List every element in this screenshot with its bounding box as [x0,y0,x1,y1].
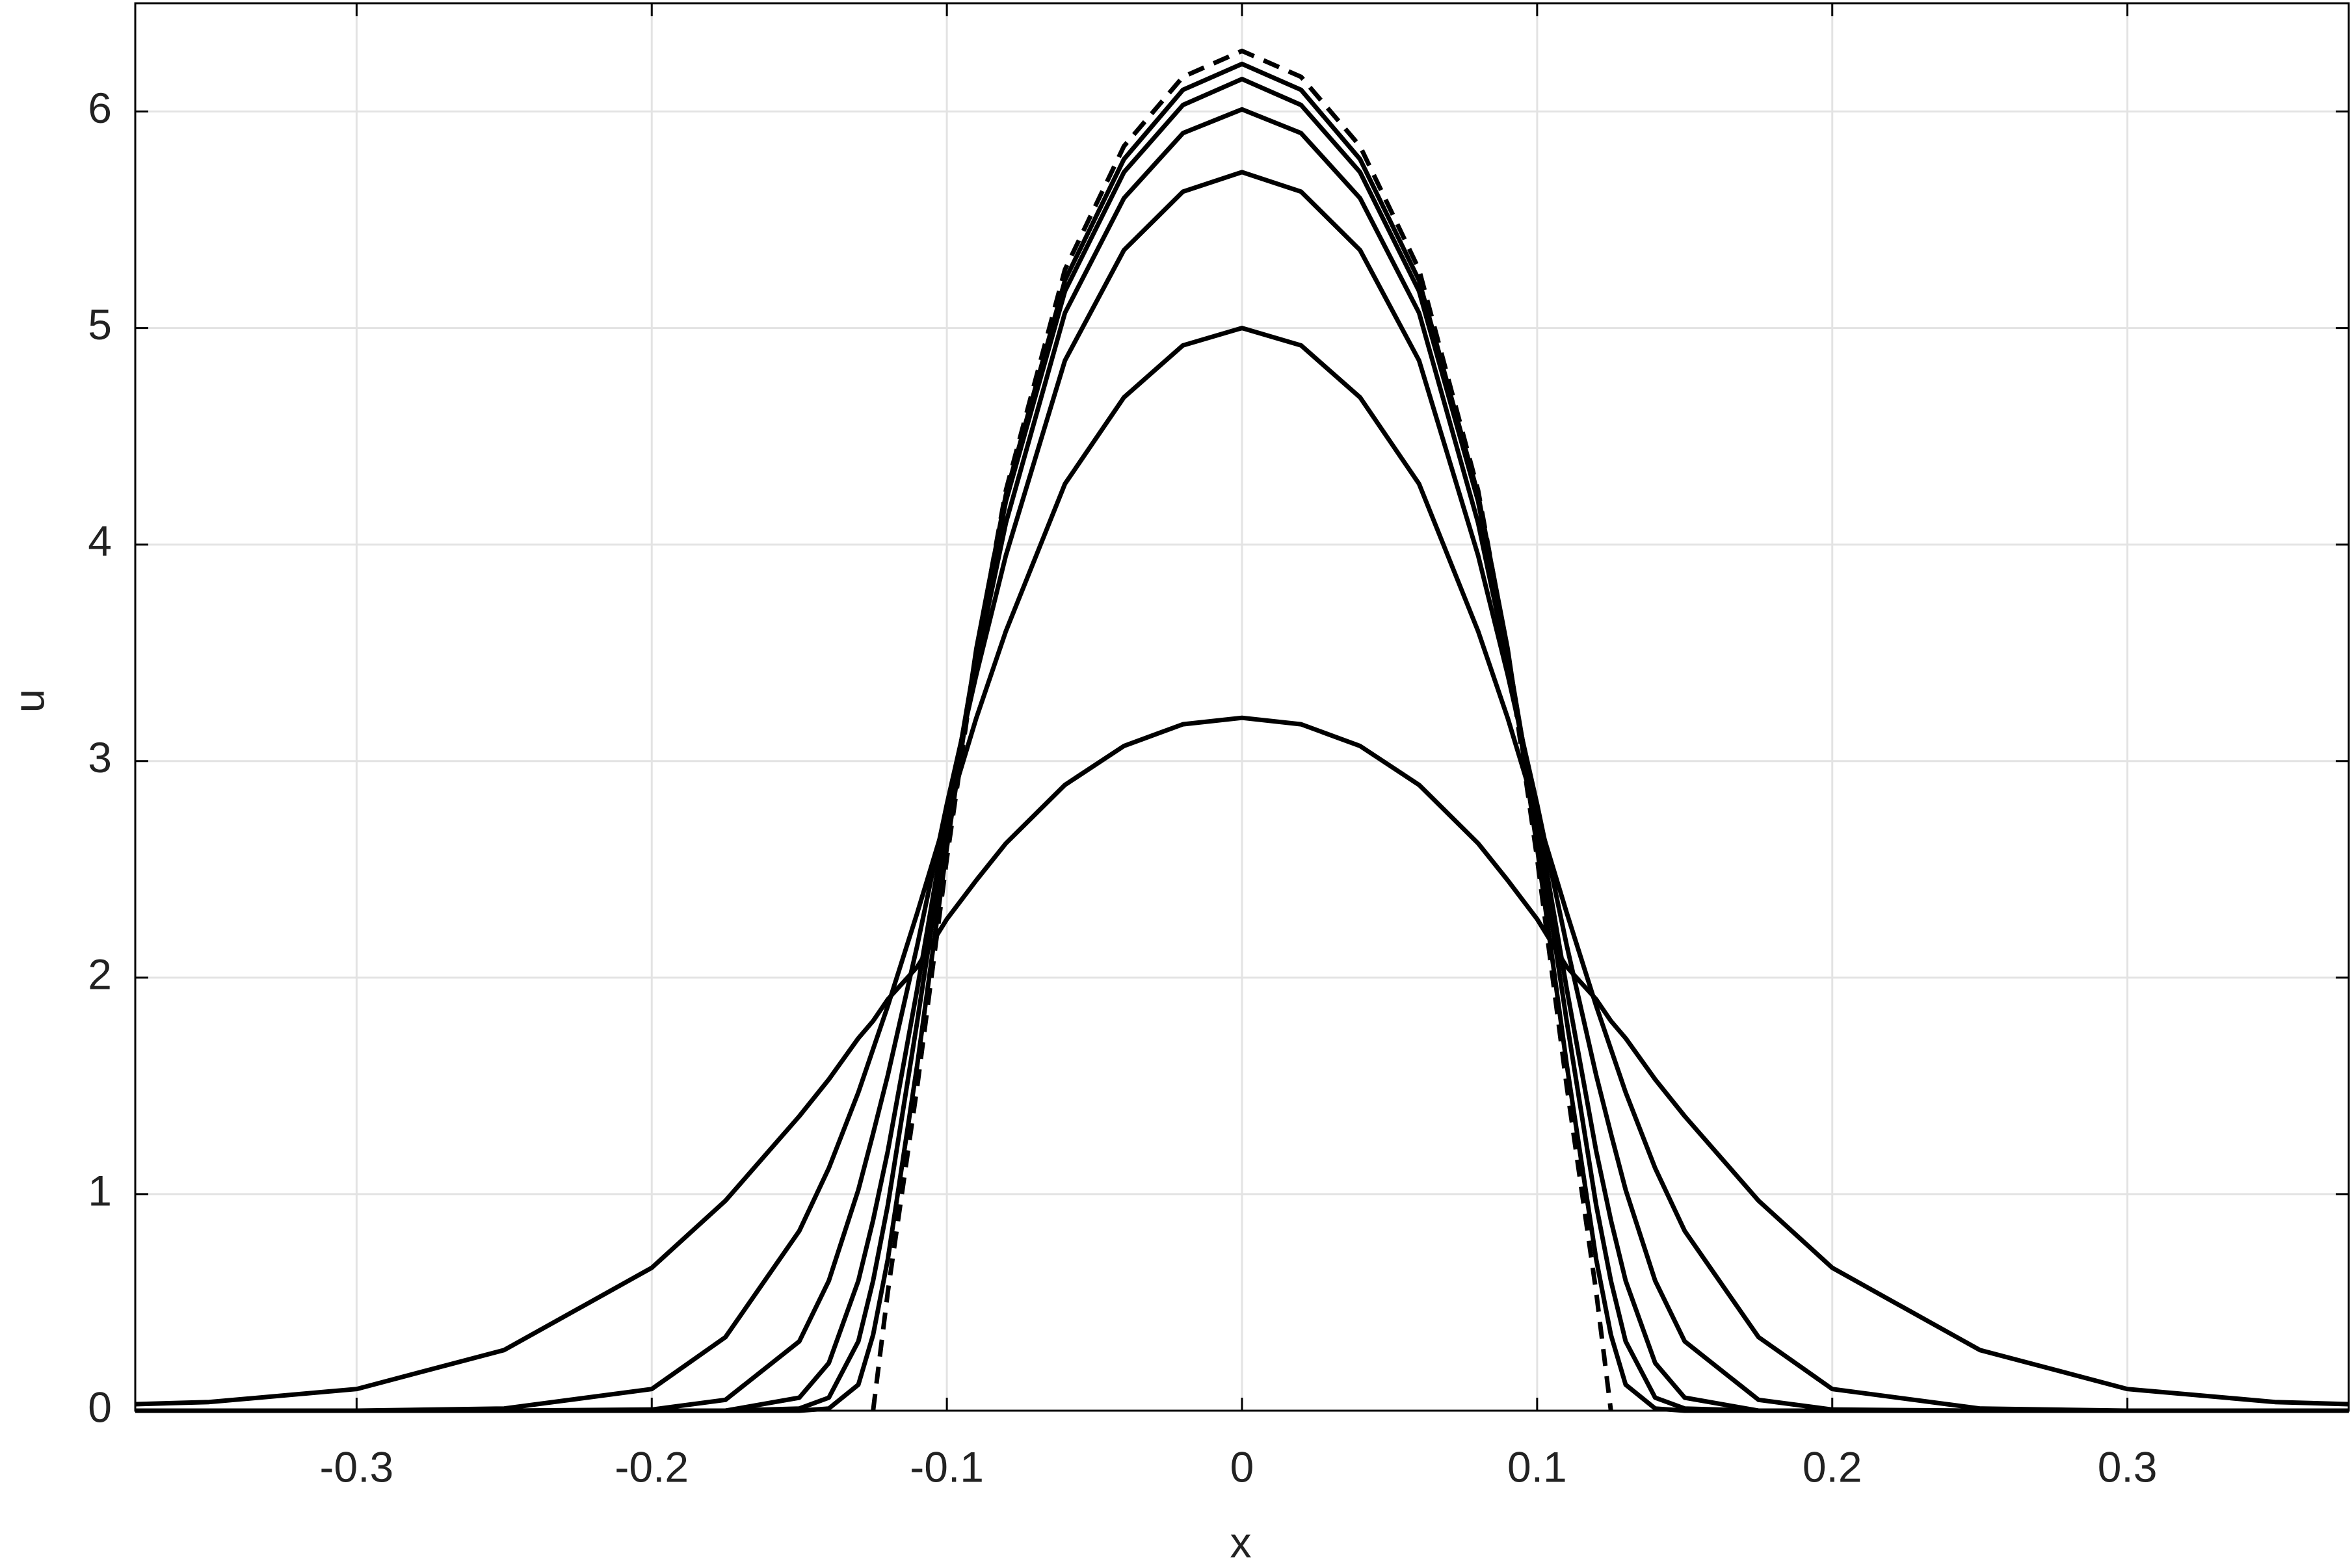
x-axis-label: x [1230,1518,1252,1566]
y-tick-label: 1 [88,1166,112,1214]
line-series [135,170,2349,1413]
line-series [871,48,1613,1411]
y-tick-label: 5 [88,300,112,348]
x-tick-label: -0.3 [320,1443,394,1491]
x-tick-label: 0 [1230,1443,1254,1491]
line-series [135,107,2349,1413]
x-tick-label: -0.1 [910,1443,984,1491]
y-tick-label: 3 [88,733,112,781]
x-tick-label: 0.1 [1507,1443,1567,1491]
y-axis-label: u [5,689,53,713]
y-tick-label: 6 [88,84,112,132]
line-series [135,326,2349,1413]
x-tick-label: 0.3 [2098,1443,2158,1491]
plot-frame [134,2,2350,1412]
line-series [135,715,2349,1407]
y-tick-label: 2 [88,950,112,998]
x-tick-label: -0.2 [614,1443,689,1491]
line-series [135,61,2349,1413]
y-tick-label: 4 [88,517,112,565]
x-tick-label: 0.2 [1803,1443,1862,1491]
y-tick-label: 0 [88,1383,112,1431]
